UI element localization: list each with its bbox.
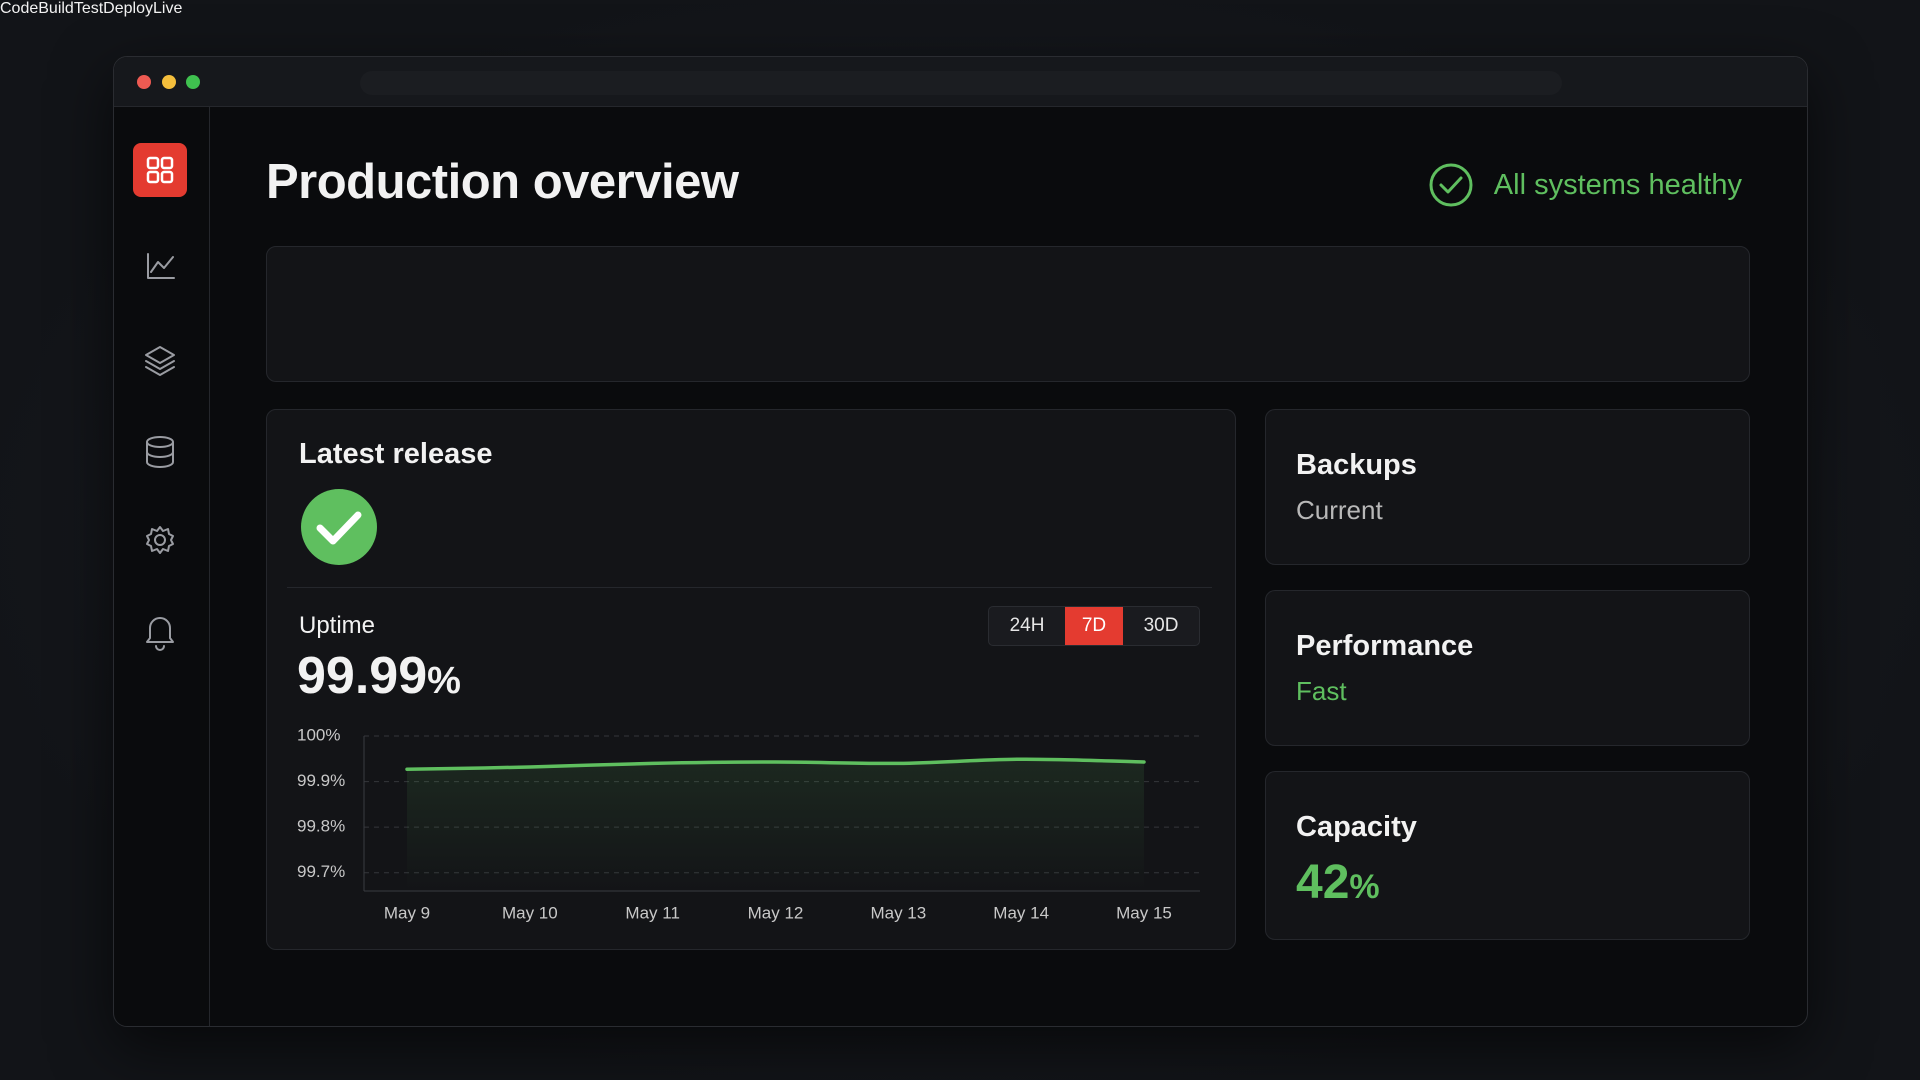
step-label: Build: [38, 0, 74, 17]
range-button[interactable]: 30D: [1143, 615, 1179, 636]
nav-alerts[interactable]: [146, 617, 174, 651]
path-part: [146, 441, 174, 468]
status-card: [1265, 409, 1750, 565]
status-card: [1265, 771, 1750, 940]
logo[interactable]: [133, 143, 187, 197]
nav-settings[interactable]: [146, 526, 174, 554]
rect-part: [146, 156, 160, 170]
rect-part: [160, 170, 174, 184]
nav-database[interactable]: [146, 436, 174, 468]
pipeline: CodeBuildTestDeployLive: [0, 0, 182, 18]
rect-part: [160, 156, 174, 170]
release-title: Latest release: [299, 438, 493, 470]
uptime-value: 99.99: [297, 647, 428, 705]
status-icon: [1429, 163, 1473, 207]
step-label: Deploy: [103, 0, 153, 17]
card-status-row: Fast: [1296, 676, 1347, 707]
sidebar: [114, 107, 210, 1026]
traffic-close[interactable]: [137, 75, 151, 89]
card-status: Fast: [1296, 676, 1347, 706]
step-label: Code: [0, 0, 39, 17]
step-label: Live: [152, 0, 183, 17]
divider: [287, 587, 1212, 588]
release-check: [301, 489, 377, 565]
g-part: [145, 253, 175, 651]
nav-analytics[interactable]: [147, 253, 175, 279]
step-label: Test: [73, 0, 104, 17]
card-status-unit: %: [1349, 868, 1380, 906]
uptime-unit: %: [427, 660, 461, 702]
card-status-row: Current: [1296, 495, 1383, 526]
traffic-max[interactable]: [186, 75, 200, 89]
circle-part: [301, 489, 377, 565]
rect-part: [146, 170, 160, 184]
path-part: [316, 511, 362, 545]
card-status-row: 42%: [1296, 855, 1380, 910]
circle-part: [1429, 163, 1473, 207]
status-text: All systems healthy: [1493, 169, 1742, 201]
address-bar[interactable]: [360, 71, 1562, 95]
pipeline-card: [266, 246, 1750, 382]
nav-layers[interactable]: [145, 346, 175, 376]
path-part: [1439, 176, 1463, 194]
card-title: Performance: [1296, 630, 1474, 662]
card-status: 42: [1296, 856, 1350, 909]
logo-glyph: [146, 156, 174, 184]
uptime-label: Uptime: [299, 612, 376, 639]
page-title: Production overview: [266, 155, 739, 209]
range-button[interactable]: 24H: [1009, 615, 1045, 636]
range-toggle: 24H 7D 30D: [988, 606, 1200, 646]
uptime-value-row: 99.99%: [297, 646, 461, 706]
card-status: Current: [1296, 495, 1383, 525]
card-title: Backups: [1296, 449, 1417, 481]
range-button[interactable]: 7D: [1065, 607, 1123, 645]
traffic-min[interactable]: [162, 75, 176, 89]
card-title: Capacity: [1296, 811, 1417, 843]
path-part: [146, 526, 174, 554]
status-card: [1265, 590, 1750, 746]
circle-part: [154, 534, 166, 546]
